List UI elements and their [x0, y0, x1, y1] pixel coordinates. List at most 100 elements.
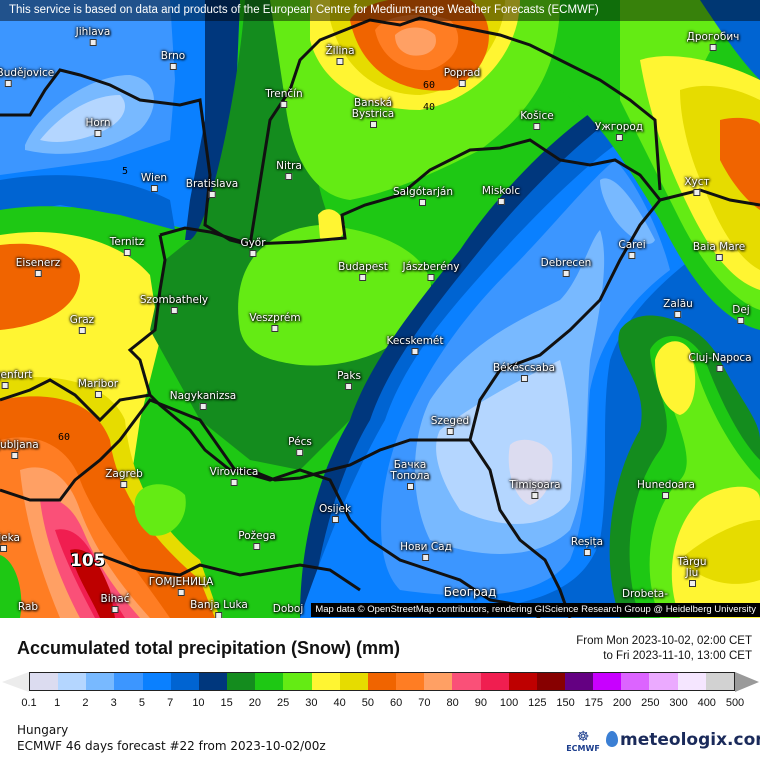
city-label[interactable]: Ужгород	[595, 122, 643, 141]
precipitation-map[interactable]: This service is based on data and produc…	[0, 0, 760, 618]
area-30mm-cluj	[655, 341, 696, 415]
city-marker	[716, 365, 724, 372]
city-label[interactable]: Banská Bystrica	[343, 98, 403, 128]
city-label[interactable]: Baia Mare	[693, 242, 745, 261]
city-label[interactable]: Târgu Jiu	[672, 557, 712, 587]
hungary-border	[127, 138, 662, 482]
city-marker	[674, 311, 682, 318]
city-marker	[693, 189, 701, 196]
city-label[interactable]: Bihać	[101, 594, 129, 613]
city-marker	[427, 274, 435, 281]
city-label[interactable]: Бачка Топола	[385, 460, 435, 490]
city-label[interactable]: Brno	[161, 51, 185, 70]
city-marker	[177, 589, 185, 596]
city-label[interactable]: Virovitica	[210, 467, 258, 486]
city-label[interactable]: Maribor	[78, 379, 118, 398]
city-label[interactable]: Paks	[337, 371, 361, 390]
city-label[interactable]: Győr	[240, 238, 266, 257]
city-label[interactable]: Miskolc	[482, 186, 520, 205]
meteologix-logo[interactable]: meteologix.com	[606, 730, 760, 750]
city-marker	[123, 249, 131, 256]
city-label[interactable]: Нови Сад	[400, 542, 452, 561]
city-label[interactable]: Хуст	[684, 177, 710, 196]
city-marker	[0, 545, 8, 552]
area-100mm-croatia	[70, 549, 115, 618]
precipitation-field	[0, 0, 760, 618]
city-label[interactable]: Bratislava	[186, 179, 238, 198]
city-label[interactable]: Košice	[520, 111, 554, 130]
city-label[interactable]: Carei	[618, 240, 646, 259]
legend-swatch	[339, 673, 368, 690]
city-marker	[615, 134, 623, 141]
legend-tick-label: 70	[418, 697, 431, 709]
city-label[interactable]: Graz	[70, 315, 94, 334]
city-label[interactable]: Doboj	[272, 603, 304, 615]
city-marker	[562, 270, 570, 277]
city-marker	[497, 198, 505, 205]
city-label[interactable]: Nitra	[276, 161, 302, 180]
city-label[interactable]: Požega	[238, 531, 276, 550]
legend-tick-label: 2	[82, 697, 89, 709]
legend-tick-label: 80	[446, 697, 459, 709]
city-label[interactable]: Pécs	[288, 437, 312, 456]
city-label[interactable]: ГОМЈЕНИЦА	[149, 577, 213, 596]
city-label[interactable]: Szombathely	[140, 295, 208, 314]
city-label[interactable]: Zalău	[663, 299, 693, 318]
legend-swatch	[227, 673, 256, 690]
area-40mm-targu-jiu	[680, 520, 760, 584]
city-label[interactable]: České Budějovice	[0, 68, 54, 87]
city-label[interactable]: Rab	[17, 601, 39, 613]
city-label[interactable]: Klagenfurt	[0, 370, 32, 389]
city-marker	[4, 80, 12, 87]
city-label[interactable]: Kecskemét	[386, 336, 444, 355]
city-label[interactable]: Veszprém	[249, 313, 301, 332]
city-label[interactable]: Ternitz	[110, 237, 144, 256]
legend-tick-label: 90	[474, 697, 487, 709]
city-marker	[419, 199, 427, 206]
city-label[interactable]: Poprad	[444, 68, 480, 87]
city-label[interactable]: Szeged	[431, 416, 469, 435]
city-label[interactable]: Horn	[85, 118, 111, 137]
legend-swatch	[649, 673, 678, 690]
city-label[interactable]: Banja Luka	[190, 600, 248, 618]
city-label[interactable]: Budapest	[338, 262, 388, 281]
color-legend	[0, 672, 760, 692]
city-label[interactable]: Cluj-Napoca	[688, 353, 752, 372]
legend-tick-label: 150	[556, 697, 575, 709]
city-label[interactable]: Rijeka	[0, 533, 20, 552]
city-label[interactable]: Београд	[443, 585, 497, 599]
city-label[interactable]: Trenčín	[265, 89, 303, 108]
city-label[interactable]: Salgótarján	[393, 187, 453, 206]
city-label[interactable]: Zagreb	[105, 469, 143, 488]
city-label[interactable]: Hunedoara	[637, 480, 695, 499]
city-marker	[533, 123, 541, 130]
legend-tick-label: 200	[612, 697, 632, 709]
city-marker	[446, 428, 454, 435]
city-label[interactable]: Eisenerz	[16, 258, 60, 277]
country-border-romania-serbia	[468, 439, 572, 618]
city-label[interactable]: Wien	[141, 173, 167, 192]
legend-swatch	[677, 673, 706, 690]
city-label[interactable]: Osijek	[319, 504, 351, 523]
city-label[interactable]: Timișoara	[509, 480, 561, 499]
legend-tick-label: 0.1	[21, 697, 37, 709]
city-label[interactable]: Žilina	[325, 46, 355, 65]
city-label[interactable]: Jihlava	[76, 27, 110, 46]
city-label[interactable]: Debrecen	[541, 258, 591, 277]
country-border-east	[659, 188, 760, 207]
city-label[interactable]: Jászberény	[402, 262, 460, 281]
city-label[interactable]: Ljubljana	[0, 440, 39, 459]
map-attribution: Map data © OpenStreetMap contributors, r…	[311, 603, 760, 617]
city-label[interactable]: Békéscsaba	[493, 363, 555, 382]
city-marker	[331, 516, 339, 523]
legend-tick-label: 20	[248, 697, 262, 709]
city-label[interactable]: Drobeta-	[621, 588, 669, 600]
city-label[interactable]: Dej	[732, 305, 750, 324]
city-marker	[89, 39, 97, 46]
city-label[interactable]: Nagykanizsa	[170, 391, 236, 410]
area-50mm-eisenerz	[0, 243, 80, 330]
city-label[interactable]: Reșița	[571, 537, 603, 556]
legend-tick-label: 50	[361, 697, 374, 709]
city-label[interactable]: Дрогобич	[687, 32, 739, 51]
legend-tick-label: 300	[669, 697, 688, 709]
